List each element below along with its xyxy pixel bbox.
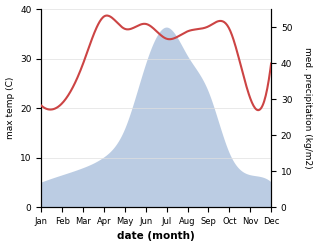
Y-axis label: med. precipitation (kg/m2): med. precipitation (kg/m2) (303, 47, 313, 169)
X-axis label: date (month): date (month) (117, 231, 195, 242)
Y-axis label: max temp (C): max temp (C) (5, 77, 15, 139)
